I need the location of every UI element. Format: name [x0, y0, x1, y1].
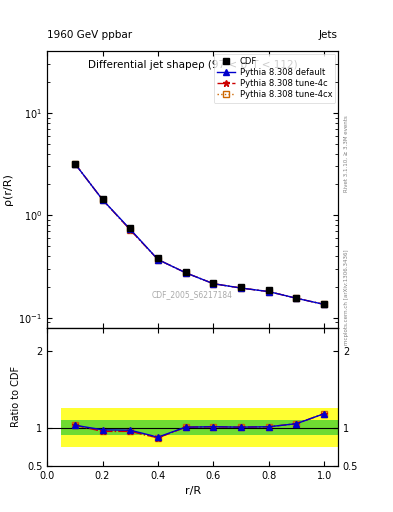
X-axis label: r/R: r/R	[184, 486, 201, 496]
Pythia 8.308 tune-4cx	[72, 160, 77, 166]
Text: CDF_2005_S6217184: CDF_2005_S6217184	[152, 290, 233, 299]
CDF	[183, 269, 188, 275]
Pythia 8.308 default	[128, 226, 132, 232]
Pythia 8.308 tune-4cx	[183, 270, 188, 276]
Text: 1960 GeV ppbar: 1960 GeV ppbar	[47, 30, 132, 40]
Pythia 8.308 tune-4c	[239, 285, 243, 291]
Pythia 8.308 tune-4cx	[128, 227, 132, 233]
Pythia 8.308 tune-4c	[100, 197, 105, 203]
Legend: CDF, Pythia 8.308 default, Pythia 8.308 tune-4c, Pythia 8.308 tune-4cx: CDF, Pythia 8.308 default, Pythia 8.308 …	[214, 54, 336, 102]
Text: Jets: Jets	[319, 30, 338, 40]
Pythia 8.308 default	[322, 302, 327, 308]
Pythia 8.308 default	[239, 285, 243, 291]
Pythia 8.308 tune-4c	[72, 160, 77, 166]
Pythia 8.308 default	[72, 160, 77, 166]
Pythia 8.308 default	[183, 270, 188, 276]
Y-axis label: Ratio to CDF: Ratio to CDF	[11, 366, 21, 428]
Pythia 8.308 tune-4cx	[294, 295, 299, 302]
Text: Differential jet shapeρ (97 < p_T < 112): Differential jet shapeρ (97 < p_T < 112)	[88, 59, 298, 71]
Pythia 8.308 default	[294, 295, 299, 302]
Pythia 8.308 tune-4c	[128, 227, 132, 233]
Pythia 8.308 tune-4cx	[239, 285, 243, 291]
Line: Pythia 8.308 tune-4cx: Pythia 8.308 tune-4cx	[72, 161, 327, 307]
Pythia 8.308 default	[156, 257, 160, 263]
CDF	[294, 295, 299, 302]
Pythia 8.308 tune-4c	[211, 281, 216, 287]
CDF	[322, 302, 327, 308]
CDF	[266, 287, 271, 293]
Pythia 8.308 tune-4c	[266, 289, 271, 295]
Y-axis label: ρ(r/R): ρ(r/R)	[3, 174, 13, 205]
Pythia 8.308 tune-4cx	[156, 257, 160, 263]
CDF	[72, 160, 77, 166]
Pythia 8.308 tune-4c	[183, 270, 188, 276]
Pythia 8.308 default	[100, 197, 105, 203]
Line: CDF: CDF	[72, 160, 327, 308]
CDF	[239, 284, 243, 290]
Text: Rivet 3.1.10, ≥ 3.3M events: Rivet 3.1.10, ≥ 3.3M events	[344, 115, 349, 192]
Pythia 8.308 default	[266, 289, 271, 295]
Pythia 8.308 tune-4cx	[322, 302, 327, 308]
Pythia 8.308 tune-4c	[322, 302, 327, 308]
Text: mcplots.cern.ch [arXiv:1306.3436]: mcplots.cern.ch [arXiv:1306.3436]	[344, 249, 349, 345]
Pythia 8.308 tune-4cx	[100, 197, 105, 203]
CDF	[128, 225, 132, 231]
Pythia 8.308 tune-4c	[156, 257, 160, 263]
CDF	[100, 196, 105, 202]
Pythia 8.308 tune-4cx	[266, 289, 271, 295]
Pythia 8.308 tune-4c	[294, 295, 299, 302]
CDF	[211, 280, 216, 286]
Pythia 8.308 tune-4cx	[211, 281, 216, 287]
Line: Pythia 8.308 tune-4c: Pythia 8.308 tune-4c	[72, 160, 328, 308]
Line: Pythia 8.308 default: Pythia 8.308 default	[72, 161, 327, 307]
Pythia 8.308 default	[211, 281, 216, 287]
CDF	[156, 255, 160, 262]
